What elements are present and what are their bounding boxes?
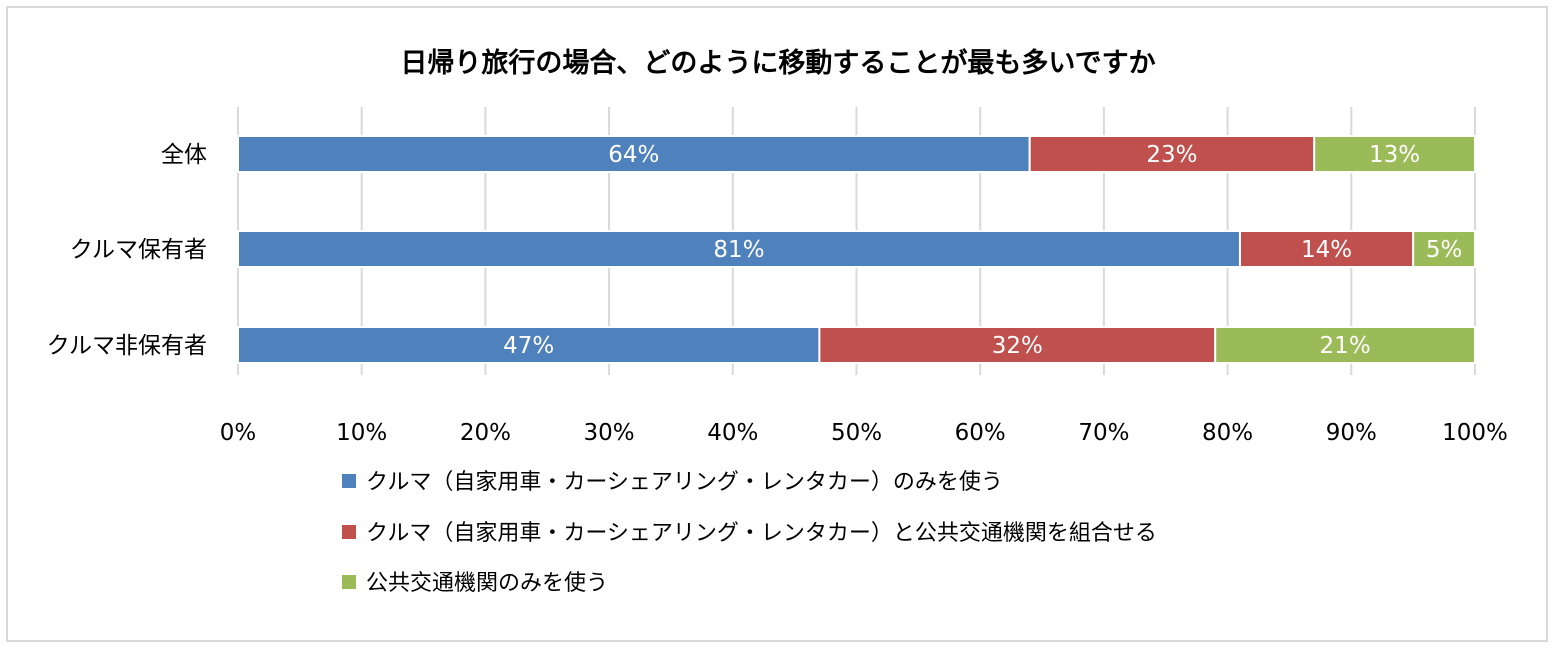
data-label: 5%	[1426, 237, 1463, 263]
legend-swatch	[342, 474, 356, 488]
legend: クルマ（自家用車・カーシェアリング・レンタカー）のみを使うクルマ（自家用車・カー…	[342, 470, 1157, 596]
legend-swatch	[342, 525, 356, 539]
x-tick-label: 60%	[955, 420, 1006, 446]
category-label: クルマ非保有者	[47, 333, 207, 359]
bar-segment	[1313, 135, 1476, 173]
legend-label: クルマ（自家用車・カーシェアリング・レンタカー）と公共交通機関を組合せる	[366, 521, 1157, 546]
chart-title: 日帰り旅行の場合、どのように移動することが最も多いですか	[400, 47, 1155, 79]
bars	[237, 135, 1477, 364]
data-label: 14%	[1301, 237, 1352, 263]
data-label: 81%	[713, 237, 764, 263]
legend-label: クルマ（自家用車・カーシェアリング・レンタカー）のみを使う	[366, 470, 1003, 495]
x-tick-label: 50%	[831, 420, 882, 446]
x-axis-ticks: 0% 10% 20% 30% 40% 50% 60% 70% 80% 90% 100%	[220, 420, 1508, 446]
x-tick-label: 80%	[1202, 420, 1253, 446]
category-label: クルマ保有者	[70, 237, 207, 263]
x-tick-label: 40%	[707, 420, 758, 446]
data-label: 47%	[503, 333, 554, 359]
x-tick-label: 70%	[1078, 420, 1129, 446]
data-label: 21%	[1320, 333, 1371, 359]
category-label: 全体	[161, 142, 207, 168]
chart-frame	[6, 6, 1548, 642]
x-tick-label: 90%	[1326, 420, 1377, 446]
data-label: 23%	[1146, 142, 1197, 168]
legend-label: 公共交通機関のみを使う	[366, 571, 608, 596]
x-tick-label: 30%	[584, 420, 635, 446]
bar-segment	[1238, 230, 1415, 268]
data-label: 13%	[1369, 142, 1420, 168]
legend-swatch	[342, 575, 356, 589]
x-tick-label: 100%	[1442, 420, 1508, 446]
data-label: 32%	[992, 333, 1043, 359]
bar-segment	[818, 326, 1217, 364]
x-tick-label: 10%	[336, 420, 387, 446]
x-tick-label: 20%	[460, 420, 511, 446]
data-labels: 64% 23% 13% 81% 14% 5% 47% 32% 21%	[503, 142, 1462, 359]
data-label: 64%	[608, 142, 659, 168]
bar-segment	[1214, 326, 1476, 364]
bar-segment	[237, 230, 1241, 268]
x-tick-label: 0%	[220, 420, 257, 446]
bar-segment	[237, 135, 1031, 173]
bar-segment	[1412, 230, 1477, 268]
